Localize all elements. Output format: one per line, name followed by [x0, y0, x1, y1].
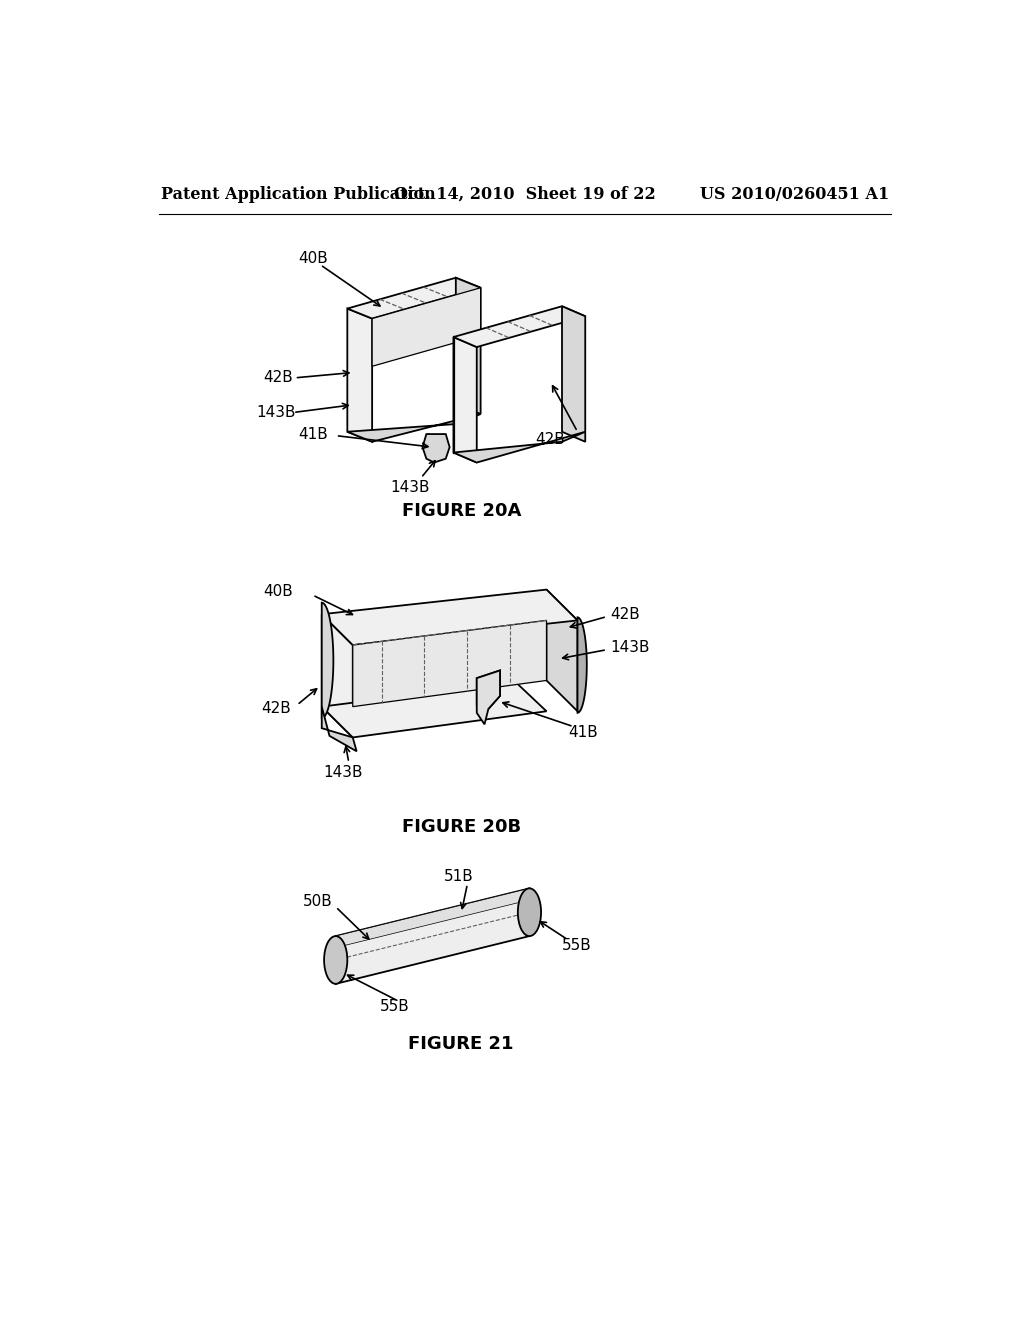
Text: Patent Application Publication: Patent Application Publication	[161, 186, 435, 203]
Text: 42B: 42B	[263, 371, 293, 385]
Polygon shape	[336, 888, 529, 948]
Text: 55B: 55B	[380, 999, 410, 1015]
Polygon shape	[454, 306, 586, 347]
Polygon shape	[454, 432, 586, 462]
Polygon shape	[336, 888, 529, 983]
Polygon shape	[352, 620, 547, 706]
Text: 143B: 143B	[324, 766, 362, 780]
Polygon shape	[322, 614, 352, 738]
Polygon shape	[347, 309, 372, 442]
Text: 50B: 50B	[302, 894, 332, 909]
Polygon shape	[322, 706, 356, 751]
Polygon shape	[347, 414, 480, 442]
Polygon shape	[578, 618, 587, 713]
Polygon shape	[454, 337, 477, 462]
Text: 42B: 42B	[610, 607, 640, 622]
Polygon shape	[322, 682, 547, 738]
Polygon shape	[562, 306, 586, 442]
Polygon shape	[456, 277, 480, 414]
Text: FIGURE 20A: FIGURE 20A	[401, 502, 521, 520]
Text: 40B: 40B	[299, 251, 329, 267]
Text: 41B: 41B	[568, 725, 598, 739]
Polygon shape	[477, 671, 500, 709]
Text: 42B: 42B	[535, 432, 564, 447]
Text: 55B: 55B	[562, 937, 592, 953]
Polygon shape	[322, 590, 578, 645]
Text: 42B: 42B	[261, 701, 291, 717]
Text: Oct. 14, 2010  Sheet 19 of 22: Oct. 14, 2010 Sheet 19 of 22	[394, 186, 655, 203]
Ellipse shape	[518, 888, 541, 936]
Polygon shape	[547, 590, 578, 711]
Text: FIGURE 21: FIGURE 21	[409, 1035, 514, 1053]
Text: 143B: 143B	[390, 480, 429, 495]
Polygon shape	[423, 434, 450, 462]
Text: 40B: 40B	[263, 583, 293, 599]
Text: 143B: 143B	[256, 405, 295, 420]
Polygon shape	[477, 671, 500, 725]
Polygon shape	[347, 277, 480, 318]
Text: FIGURE 20B: FIGURE 20B	[401, 818, 521, 836]
Ellipse shape	[324, 936, 347, 983]
Polygon shape	[372, 288, 480, 367]
Polygon shape	[322, 603, 334, 718]
Text: 51B: 51B	[444, 870, 474, 884]
Text: US 2010/0260451 A1: US 2010/0260451 A1	[699, 186, 889, 203]
Text: 143B: 143B	[610, 640, 649, 655]
Text: 41B: 41B	[299, 426, 329, 442]
